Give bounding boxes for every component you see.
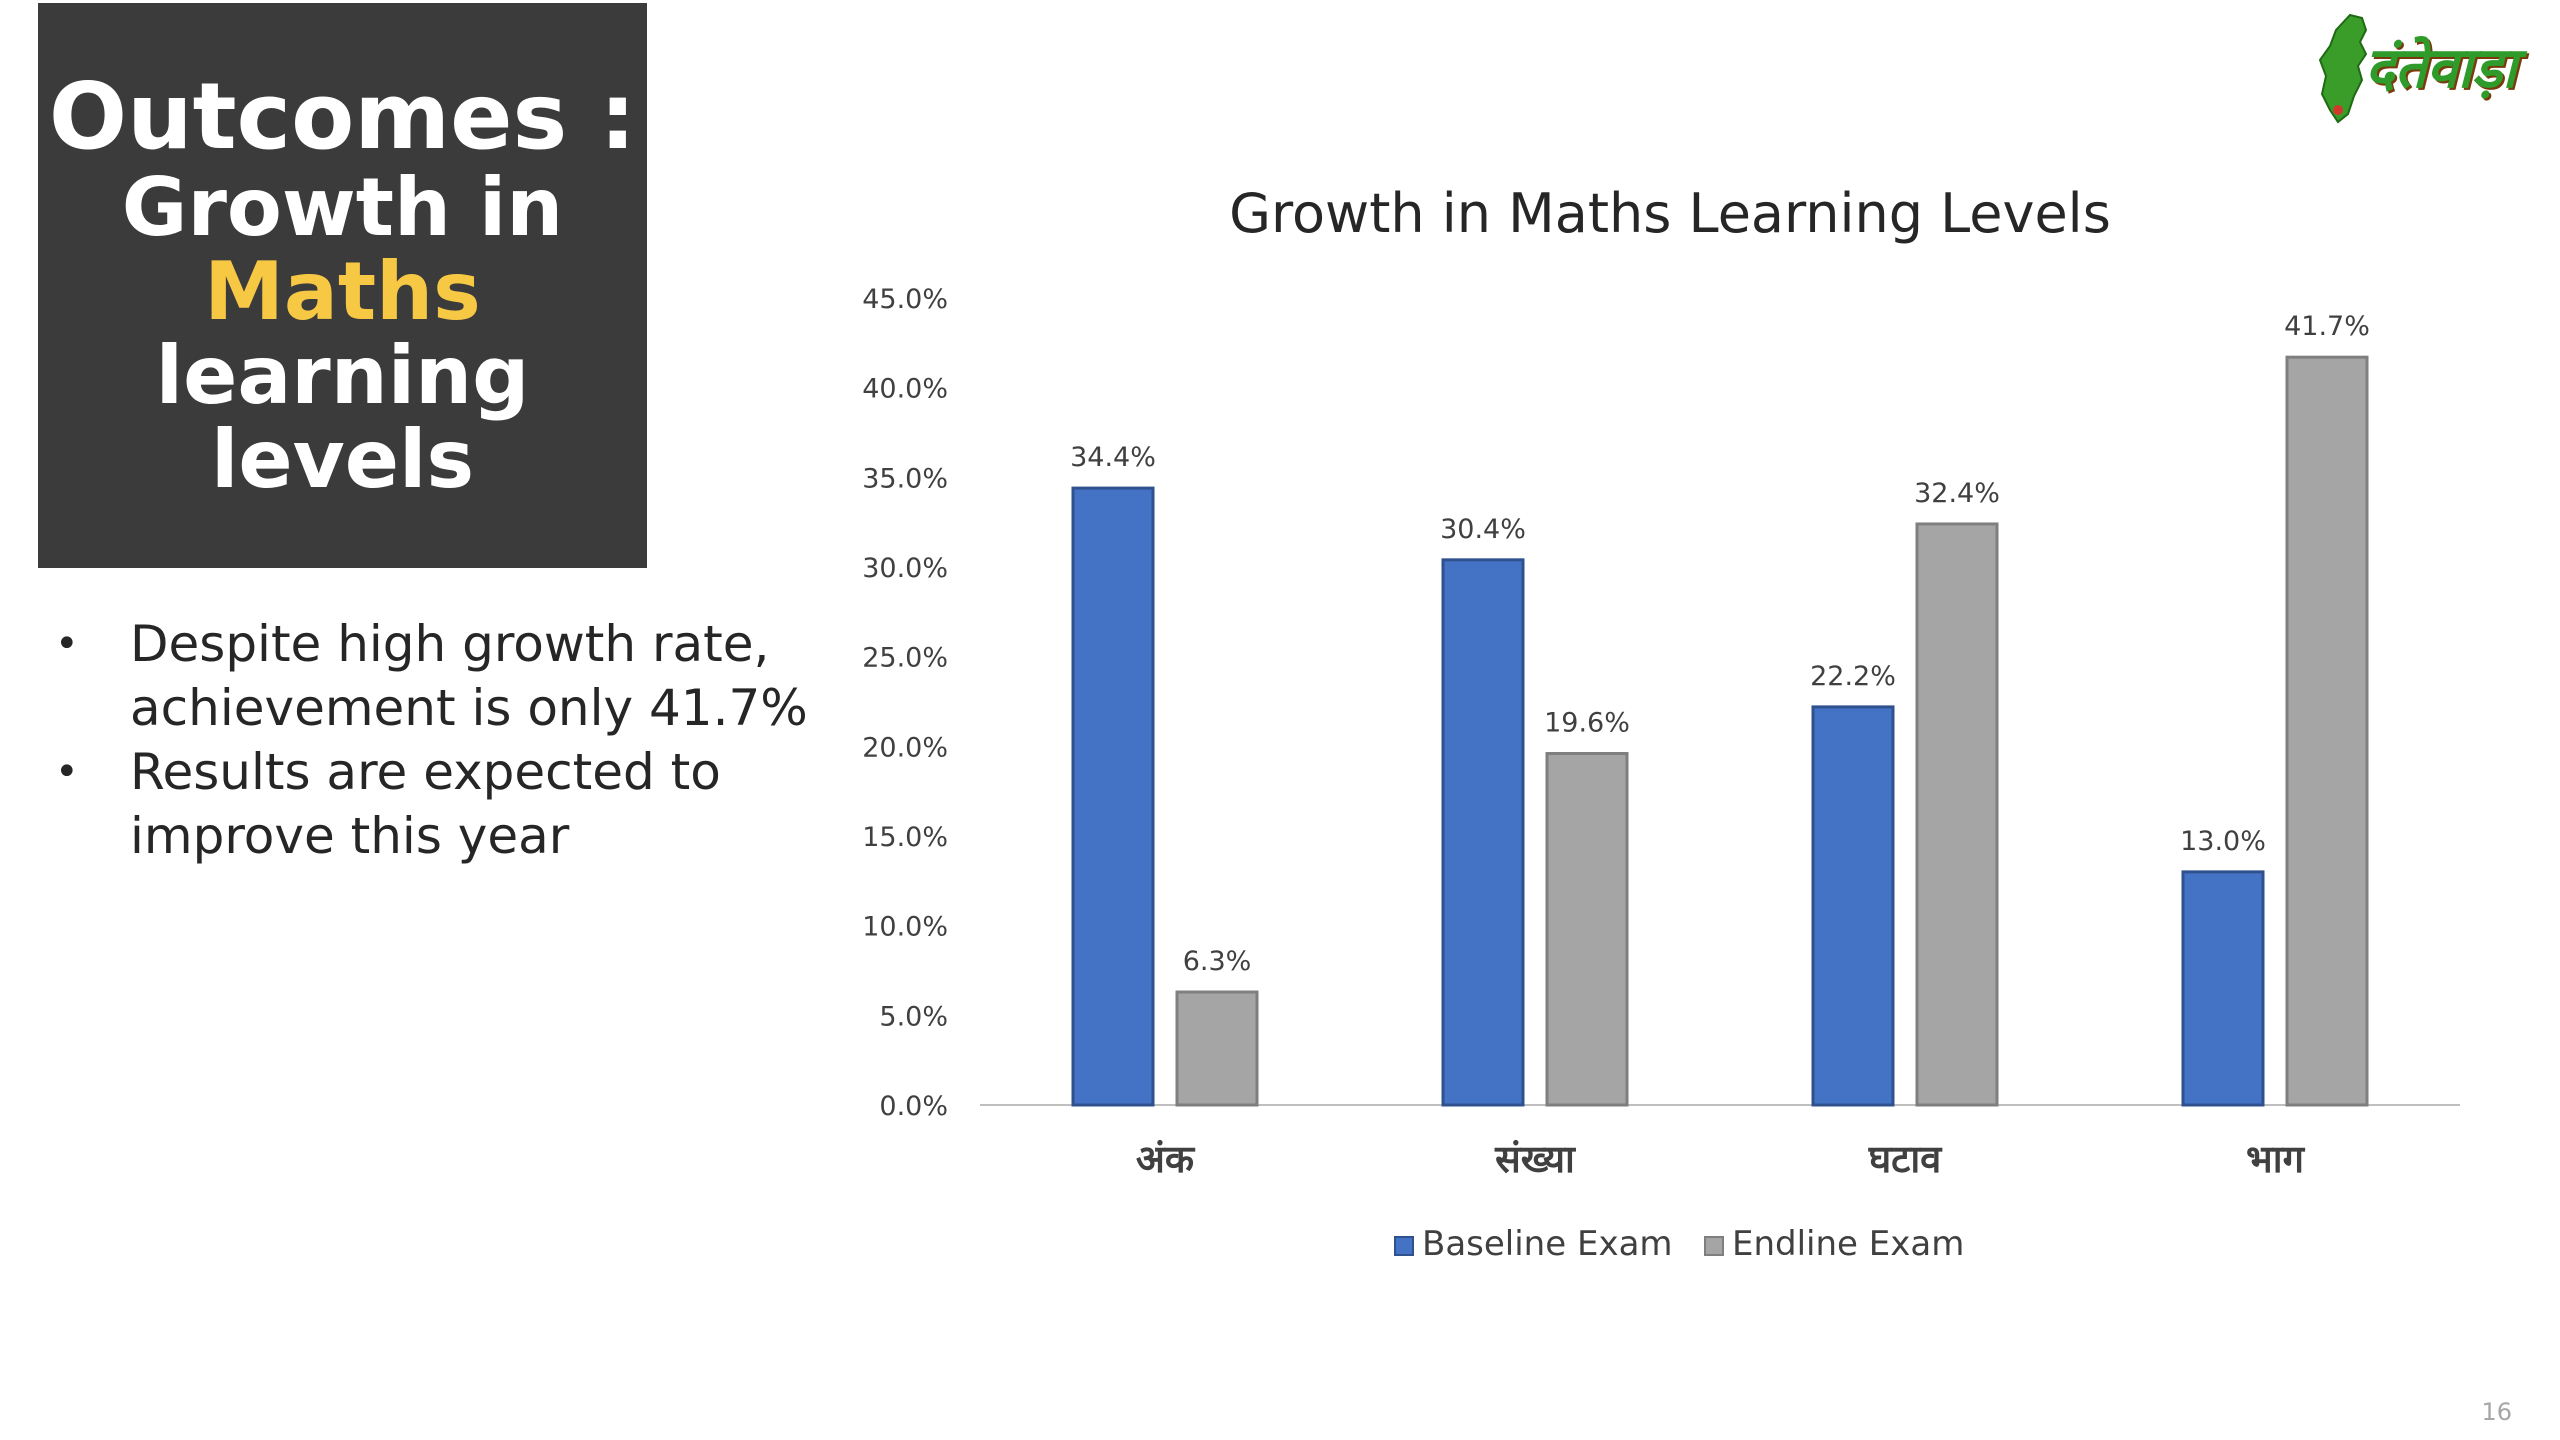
data-label: 6.3% [1183, 946, 1252, 977]
bar-endline [1175, 990, 1259, 1107]
bar-baseline [1071, 486, 1155, 1107]
chhattisgarh-map-icon [2318, 13, 2368, 124]
y-tick-label: 35.0% [862, 463, 948, 494]
chart-title: Growth in Maths Learning Levels [1229, 182, 2111, 245]
bar-baseline [2181, 870, 2265, 1107]
y-tick-label: 30.0% [862, 553, 948, 584]
title-line-growth: Growth in [121, 160, 564, 254]
data-label: 30.4% [1440, 514, 1526, 545]
y-tick-label: 10.0% [862, 912, 948, 943]
data-label: 41.7% [2284, 311, 2370, 342]
bullet-item: Despite high growth rate, achievement is… [55, 612, 835, 740]
x-tick-label: घटाव [1868, 1137, 1943, 1181]
data-label: 13.0% [2180, 826, 2266, 857]
data-label: 22.2% [1810, 661, 1896, 692]
bar-baseline [1811, 705, 1895, 1107]
y-tick-label: 25.0% [862, 643, 948, 674]
x-tick-label: भाग [2246, 1137, 2306, 1181]
data-label: 19.6% [1544, 708, 1630, 739]
x-tick-label: संख्या [1494, 1137, 1576, 1181]
title-line-levels: levels [210, 412, 475, 506]
legend-label-endline: Endline Exam [1732, 1224, 1964, 1264]
data-label: 32.4% [1914, 478, 2000, 509]
logo-text: दंतेवाड़ा [2365, 36, 2517, 101]
y-tick-label: 20.0% [862, 732, 948, 763]
bar-baseline [1441, 558, 1525, 1107]
bar-endline [1915, 522, 1999, 1107]
data-label: 34.4% [1070, 442, 1156, 473]
bullet-list: Despite high growth rate, achievement is… [55, 612, 835, 868]
page-number: 16 [2481, 1398, 2512, 1426]
title-line-outcomes: Outcomes : [48, 63, 637, 171]
y-tick-label: 45.0% [862, 284, 948, 315]
bar-endline [1545, 752, 1629, 1107]
title-line-maths: Maths [204, 244, 481, 338]
bullet-item: Results are expected to improve this yea… [55, 740, 835, 868]
title-line-learning: learning [155, 328, 530, 422]
x-tick-label: अंक [1136, 1137, 1196, 1181]
legend-swatch-endline [1704, 1236, 1724, 1256]
title-box: Outcomes : Growth in Maths learning leve… [38, 3, 647, 568]
y-tick-label: 0.0% [879, 1091, 948, 1122]
legend-label-baseline: Baseline Exam [1422, 1224, 1673, 1264]
y-tick-label: 5.0% [879, 1001, 948, 1032]
y-tick-label: 15.0% [862, 822, 948, 853]
y-tick-label: 40.0% [862, 374, 948, 405]
legend-swatch-baseline [1394, 1236, 1414, 1256]
bar-endline [2285, 355, 2369, 1107]
bar-chart: Growth in Maths Learning Levels 0.0% 5.0% 1… [862, 182, 2460, 1264]
